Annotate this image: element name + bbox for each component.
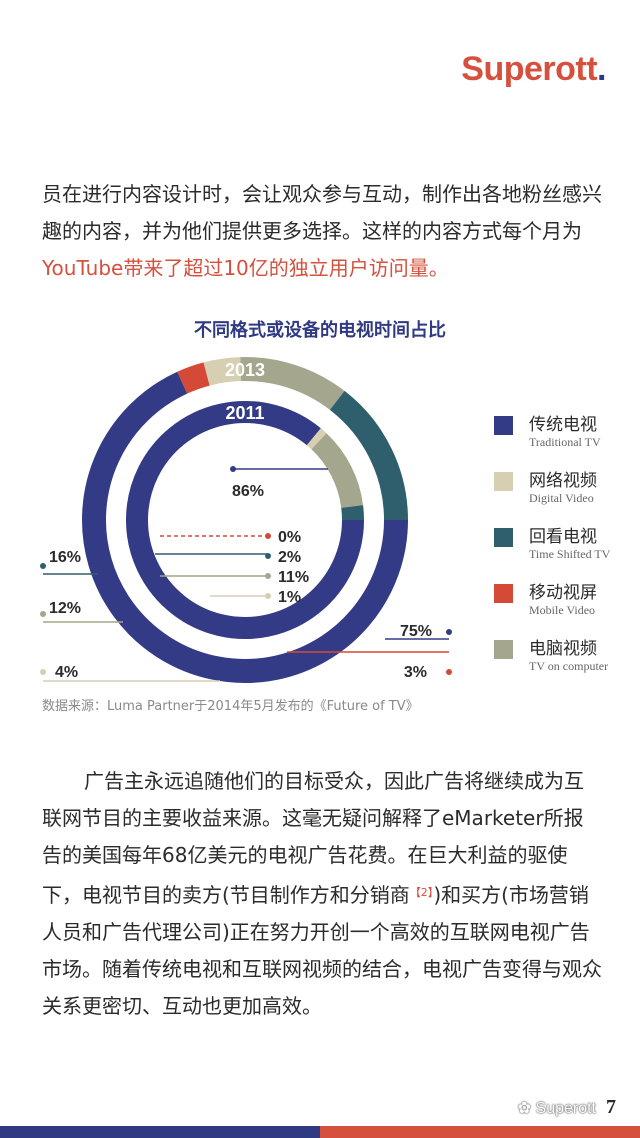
leader-dot [265, 553, 271, 559]
intro-paragraph: 员在进行内容设计时，会让观众参与互动，制作出各地粉丝感兴趣的内容，并为他们提供更… [42, 182, 602, 280]
data-label: 3% [404, 664, 427, 681]
legend-sublabel: TV on computer [529, 659, 609, 673]
legend-label: 回看电视 [529, 527, 597, 547]
legend-sublabel: Mobile Video [529, 603, 596, 617]
data-label: 75% [400, 623, 432, 640]
leader-dot [446, 669, 452, 675]
leader-dot [40, 563, 46, 569]
legend-swatch [494, 416, 513, 435]
legend-swatch [494, 640, 513, 659]
leader-dot [446, 629, 452, 635]
brand-logo: Superott. [461, 50, 606, 88]
legend-sublabel: Digital Video [529, 491, 594, 505]
data-label: 1% [278, 589, 301, 606]
footer-bar-left [0, 1126, 320, 1138]
intro-highlight: YouTube带来了超过10亿的独立用户访问量。 [42, 256, 449, 280]
wechat-icon: ✿ [517, 1100, 536, 1117]
legend-label: 移动视屏 [529, 583, 597, 603]
legend-sublabel: Time Shifted TV [529, 547, 611, 561]
legend-sublabel: Traditional TV [529, 435, 601, 449]
watermark: ✿ Superott [517, 1100, 596, 1117]
legend-label: 网络视频 [529, 471, 597, 491]
donut-slice [341, 505, 365, 521]
data-label: 11% [278, 569, 309, 586]
data-label: 86% [232, 483, 264, 500]
ring-year-label: 2013 [225, 360, 265, 380]
footer-bar-right [320, 1126, 640, 1138]
data-label: 4% [55, 664, 78, 681]
donut-chart: 2013 2011 86% 75% 3% 0% 2% 11% 1% 16% 12% 4% [40, 357, 452, 683]
donut-slice [203, 357, 242, 386]
leader-dot [40, 611, 46, 617]
legend-swatch [494, 528, 513, 547]
data-label: 16% [49, 549, 81, 566]
donut-slice [126, 401, 364, 639]
legend-label: 电脑视频 [529, 639, 597, 659]
donut-slice [329, 390, 408, 521]
leader-dot [40, 669, 46, 675]
page-number: 7 [606, 1096, 616, 1118]
donut-slice [240, 357, 345, 411]
donut-slice [311, 433, 364, 509]
body-paragraph: 广告主永远追随他们的目标受众，因此广告将继续成为互联网节目的主要收益来源。这毫无… [42, 769, 602, 1018]
legend-swatch [494, 584, 513, 603]
chart-title: 不同格式或设备的电视时间占比 [194, 320, 446, 341]
data-label: 12% [49, 600, 81, 617]
legend-swatch [494, 472, 513, 491]
donut-slice [306, 428, 327, 450]
footnote-marker[interactable]: 【2】 [409, 886, 434, 899]
ring-year-label: 2011 [225, 403, 264, 423]
legend-label: 传统电视 [529, 415, 597, 435]
data-label: 0% [278, 529, 301, 546]
donut-slice [177, 362, 210, 394]
leader-dot [265, 533, 271, 539]
leader-dot [230, 466, 236, 472]
leader-dot [265, 573, 271, 579]
donut-slice [82, 371, 408, 683]
leader-dot [265, 593, 271, 599]
data-label: 2% [278, 549, 301, 566]
source-note: 数据来源：Luma Partner于2014年5月发布的《Future of T… [42, 699, 419, 714]
